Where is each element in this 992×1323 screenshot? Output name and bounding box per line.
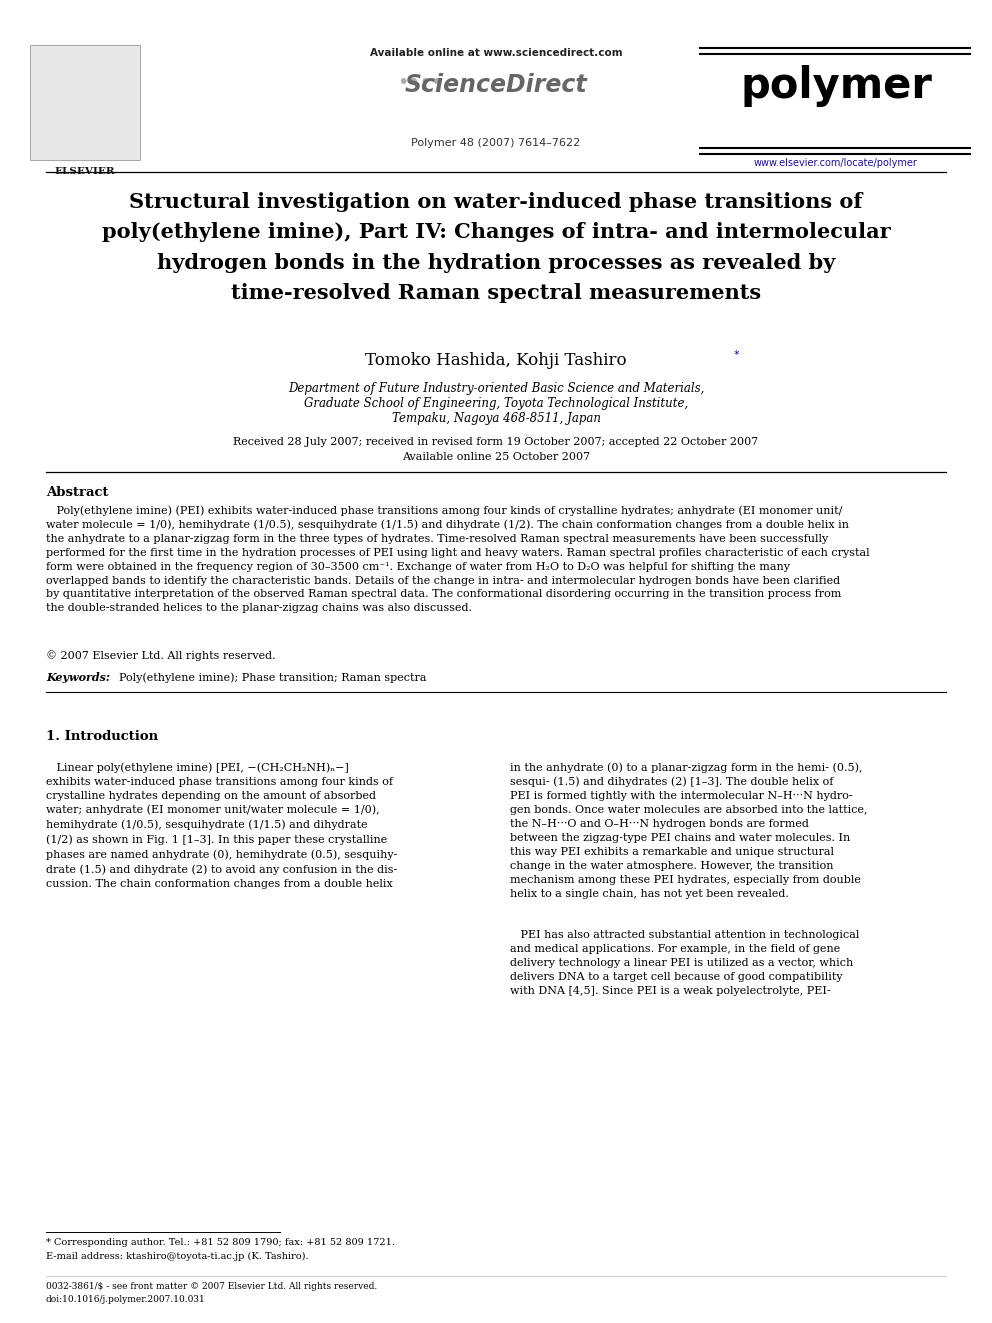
Text: Poly(ethylene imine) (PEI) exhibits water-induced phase transitions among four k: Poly(ethylene imine) (PEI) exhibits wate…: [46, 505, 870, 614]
Text: 1. Introduction: 1. Introduction: [46, 730, 158, 744]
Text: © 2007 Elsevier Ltd. All rights reserved.: © 2007 Elsevier Ltd. All rights reserved…: [46, 650, 276, 660]
Text: ScienceDirect: ScienceDirect: [405, 73, 587, 97]
Text: Poly(ethylene imine); Phase transition; Raman spectra: Poly(ethylene imine); Phase transition; …: [112, 672, 427, 683]
Text: polymer: polymer: [740, 65, 931, 107]
Text: www.elsevier.com/locate/polymer: www.elsevier.com/locate/polymer: [754, 157, 918, 168]
Text: Available online at www.sciencedirect.com: Available online at www.sciencedirect.co…: [370, 48, 622, 58]
Text: PEI has also attracted substantial attention in technological
and medical applic: PEI has also attracted substantial atten…: [510, 930, 859, 996]
Text: Graduate School of Engineering, Toyota Technological Institute,: Graduate School of Engineering, Toyota T…: [304, 397, 688, 410]
Text: 0032-3861/$ - see front matter © 2007 Elsevier Ltd. All rights reserved.: 0032-3861/$ - see front matter © 2007 El…: [46, 1282, 377, 1291]
Text: Available online 25 October 2007: Available online 25 October 2007: [402, 452, 590, 462]
Text: ELSEVIER: ELSEVIER: [55, 167, 115, 176]
Text: Linear poly(ethylene imine) [PEI, −(CH₂CH₂NH)ₙ−]
exhibits water-induced phase tr: Linear poly(ethylene imine) [PEI, −(CH₂C…: [46, 762, 398, 889]
Text: doi:10.1016/j.polymer.2007.10.031: doi:10.1016/j.polymer.2007.10.031: [46, 1295, 205, 1304]
Text: Department of Future Industry-oriented Basic Science and Materials,: Department of Future Industry-oriented B…: [288, 382, 704, 396]
Text: Tomoko Hashida, Kohji Tashiro: Tomoko Hashida, Kohji Tashiro: [365, 352, 627, 369]
Text: Abstract: Abstract: [46, 486, 108, 499]
Text: * Corresponding author. Tel.: +81 52 809 1790; fax: +81 52 809 1721.: * Corresponding author. Tel.: +81 52 809…: [46, 1238, 395, 1248]
Bar: [30, 45, 140, 160]
Text: in the anhydrate (0) to a planar-zigzag form in the hemi- (0.5),
sesqui- (1.5) a: in the anhydrate (0) to a planar-zigzag …: [510, 762, 867, 900]
Text: Polymer 48 (2007) 7614–7622: Polymer 48 (2007) 7614–7622: [412, 138, 580, 148]
Text: *: *: [734, 351, 740, 360]
Text: E-mail address: ktashiro@toyota-ti.ac.jp (K. Tashiro).: E-mail address: ktashiro@toyota-ti.ac.jp…: [46, 1252, 309, 1261]
Text: Keywords:: Keywords:: [46, 672, 110, 683]
Text: Structural investigation on water-induced phase transitions of
poly(ethylene imi: Structural investigation on water-induce…: [102, 192, 890, 303]
Text: Tempaku, Nagoya 468-8511, Japan: Tempaku, Nagoya 468-8511, Japan: [392, 411, 600, 425]
Text: Received 28 July 2007; received in revised form 19 October 2007; accepted 22 Oct: Received 28 July 2007; received in revis…: [233, 437, 759, 447]
Text: ••••: ••••: [397, 73, 442, 93]
